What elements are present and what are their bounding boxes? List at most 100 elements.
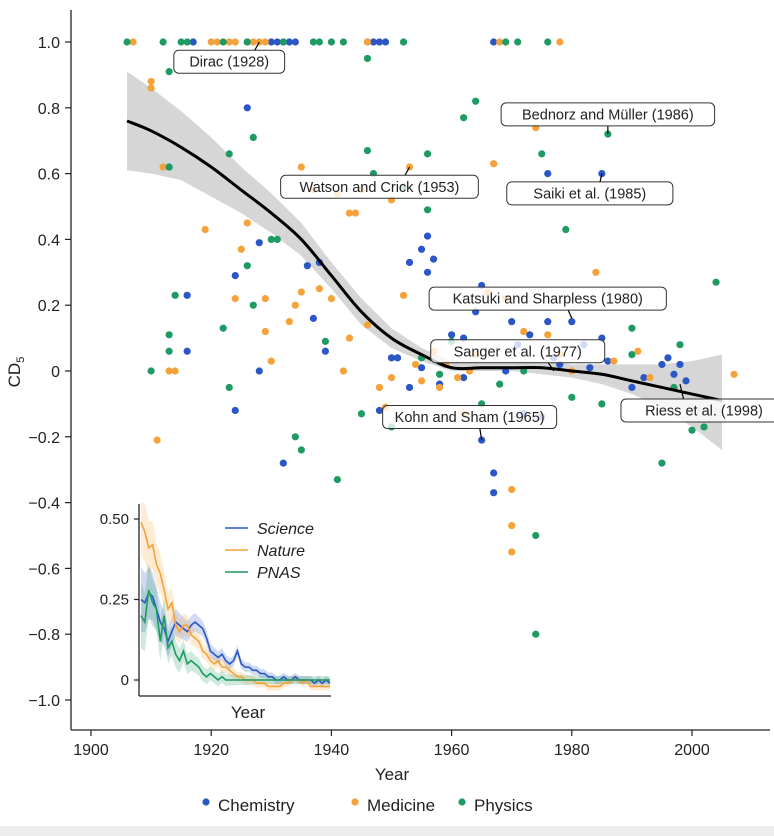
point-physics [219, 324, 227, 332]
inset-chart: 0.50 0.25 0 Year Science Nature PNAS [100, 502, 331, 722]
point-physics [363, 54, 372, 63]
legend-marker-physics [458, 798, 466, 806]
point-chemistry [658, 360, 666, 369]
annotation-label: Bednorz and Müller (1986) [522, 107, 694, 123]
point-medicine [297, 288, 305, 296]
inset-legend-label: Science [257, 521, 314, 538]
annotation-label: Dirac (1928) [189, 55, 269, 71]
x-axis: 1900 1920 1940 1960 1980 2000 [71, 729, 770, 759]
annotation: Dirac (1928) [173, 41, 286, 74]
annotation-box [428, 286, 667, 311]
legend: Chemistry Medicine Physics [202, 796, 533, 815]
confidence-band [127, 71, 723, 450]
point-medicine [213, 38, 221, 46]
annotation-box [382, 405, 558, 430]
point-medicine [405, 163, 414, 171]
point-chemistry [526, 331, 534, 339]
annotation-box [173, 49, 286, 74]
point-medicine [375, 383, 384, 392]
point-physics [225, 150, 233, 158]
point-physics [219, 38, 227, 46]
point-physics [628, 350, 636, 359]
point-physics [460, 114, 468, 122]
annotations: Dirac (1928) Bednorz and Müller (1986) Wat… [173, 41, 774, 441]
point-physics [628, 324, 636, 332]
point-physics [423, 150, 432, 158]
point-physics [225, 383, 233, 392]
point-chemistry [243, 104, 251, 112]
y-tick-label: 0.2 [38, 298, 60, 315]
point-physics [159, 38, 167, 46]
point-chemistry [231, 406, 239, 415]
point-physics [688, 426, 696, 434]
point-chemistry [273, 38, 281, 46]
annotation-box [500, 102, 716, 127]
point-medicine [165, 367, 173, 375]
point-physics [297, 446, 305, 454]
point-physics [147, 367, 155, 375]
inset-y-tick-label: 0.50 [100, 511, 129, 528]
point-physics [267, 235, 275, 243]
point-physics [183, 38, 191, 46]
point-chemistry [508, 318, 516, 326]
point-medicine [171, 367, 179, 375]
y-axis-title: CD5 [5, 357, 27, 388]
point-chemistry [393, 354, 402, 362]
inset-lines [140, 521, 331, 688]
point-chemistry [640, 373, 648, 382]
point-chemistry [303, 262, 311, 270]
point-physics [520, 367, 528, 375]
y-tick-label: 0.8 [38, 101, 60, 118]
point-medicine [225, 38, 233, 46]
y-tick-label: 1.0 [38, 35, 60, 52]
point-medicine [610, 357, 618, 365]
point-medicine [291, 301, 299, 309]
point-physics [502, 38, 510, 46]
point-chemistry [676, 360, 684, 369]
point-chemistry [544, 318, 552, 326]
point-chemistry [255, 367, 263, 375]
inset-y-tick-label: 0 [121, 672, 129, 689]
point-medicine [730, 370, 738, 378]
y-tick-label: −0.4 [28, 496, 60, 513]
y-tick-label: 0.6 [38, 167, 60, 184]
point-chemistry [448, 331, 456, 339]
point-physics [472, 97, 480, 105]
point-medicine [201, 225, 209, 234]
x-tick-label: 2000 [674, 742, 710, 759]
point-medicine [411, 360, 420, 369]
legend-label: Chemistry [218, 796, 295, 815]
legend-marker-chemistry [202, 798, 210, 806]
point-medicine [399, 291, 408, 299]
point-medicine [592, 268, 600, 276]
point-chemistry [417, 245, 426, 253]
legend-label: Physics [474, 796, 533, 815]
point-chemistry [490, 38, 498, 46]
point-physics [243, 38, 251, 46]
point-medicine [147, 77, 155, 86]
inset-legend: Science Nature PNAS [225, 521, 314, 582]
point-physics [435, 370, 444, 378]
point-chemistry [405, 383, 414, 392]
inset-y-tick-label: 0.25 [100, 592, 129, 609]
point-medicine [231, 38, 239, 46]
scatter-points [123, 38, 738, 638]
annotation: Katsuki and Sharpless (1980) [428, 286, 667, 319]
point-chemistry [429, 255, 438, 263]
y-tick-label: −0.2 [28, 430, 60, 447]
point-physics [562, 225, 570, 234]
annotation-leader [404, 166, 411, 176]
point-medicine [435, 383, 444, 392]
annotation-box [280, 174, 479, 199]
annotation-label: Sanger et al. (1977) [454, 344, 582, 360]
point-medicine [249, 38, 257, 46]
point-physics [544, 38, 552, 46]
annotation-label: Riess et al. (1998) [645, 403, 763, 419]
point-physics [249, 301, 257, 309]
point-physics [327, 38, 335, 46]
y-tick-label: 0.4 [38, 232, 60, 249]
point-chemistry [387, 354, 396, 362]
point-medicine [129, 38, 137, 46]
point-medicine [417, 377, 426, 385]
